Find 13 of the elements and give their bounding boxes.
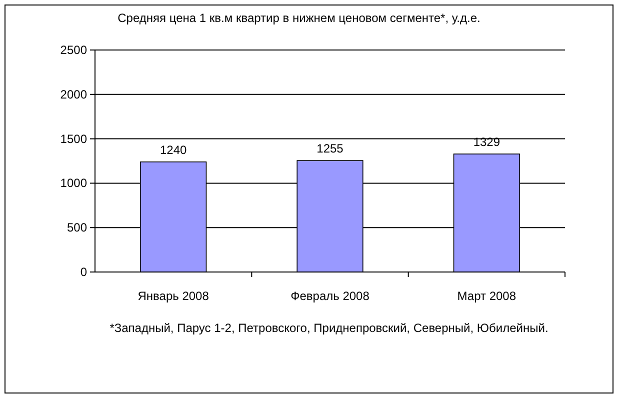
y-tick-label: 0 bbox=[80, 265, 88, 279]
text: *Западный, Парус 1-2, Петровского, Приднепровский, Северный, Юбилейный. bbox=[110, 321, 548, 335]
data-label: 1240 bbox=[160, 142, 188, 157]
y-tick-label: 2500 bbox=[60, 43, 88, 57]
x-tick-label: Февраль 2008 bbox=[290, 289, 370, 303]
x-tick-label: Март 2008 bbox=[457, 289, 516, 303]
chart-title: Средняя цена 1 кв.м квартир в нижнем ценовом сегменте*, у.д.е. bbox=[118, 11, 480, 25]
y-tick-label: 500 bbox=[66, 220, 88, 235]
y-tick-label: 1000 bbox=[60, 176, 88, 190]
x-tick-label: Январь 2008 bbox=[138, 289, 210, 303]
data-label: 1255 bbox=[316, 142, 344, 156]
y-tick-label: 2000 bbox=[60, 87, 88, 102]
y-tick-label: 1500 bbox=[60, 132, 88, 146]
